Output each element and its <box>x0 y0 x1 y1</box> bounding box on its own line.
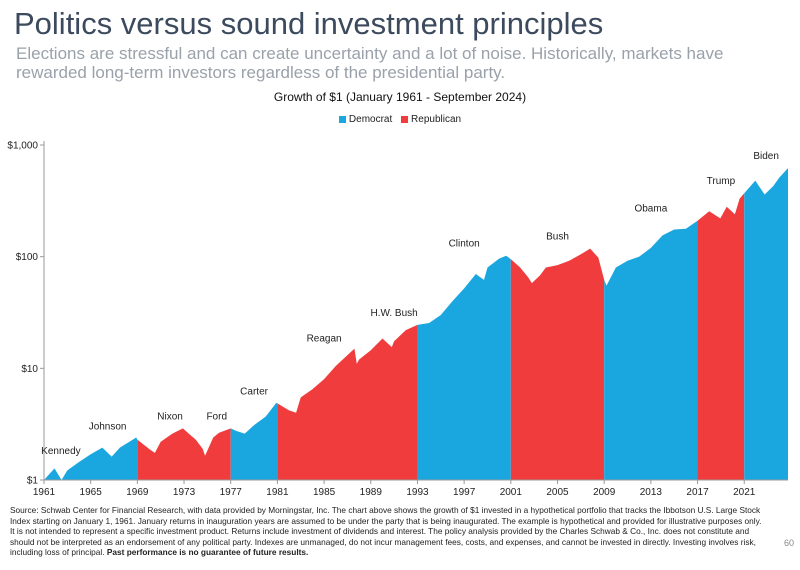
president-label: Biden <box>753 151 779 162</box>
president-label: Kennedy <box>41 446 80 457</box>
x-tick-label: 1969 <box>126 487 149 498</box>
footnote-disclaimer: Past performance is no guarantee of futu… <box>106 547 309 558</box>
x-tick-label: 1993 <box>406 487 429 498</box>
x-tick-label: 1989 <box>360 487 383 498</box>
x-tick-label: 2001 <box>500 487 523 498</box>
x-tick-label: 2013 <box>640 487 663 498</box>
y-tick-label: $1,000 <box>7 141 38 152</box>
y-tick-label: $1 <box>27 476 39 487</box>
growth-chart: $1 $10 $100 $1,000 1961 1965 1969 1973 1977 1981 1… <box>7 141 788 498</box>
x-tick-label: 1973 <box>173 487 196 498</box>
x-tick-label: 1977 <box>220 487 243 498</box>
legend-label-republican: Republican <box>411 114 462 125</box>
x-tick-label: 2017 <box>686 487 709 498</box>
source-footnote: Source: Schwab Center for Financial Rese… <box>10 505 762 558</box>
area-democrat-2 <box>230 402 278 480</box>
slide-title: Politics versus sound investment princip… <box>14 6 604 41</box>
president-label: Bush <box>546 232 569 243</box>
footnote-text: Source: Schwab Center for Financial Rese… <box>10 505 762 558</box>
legend-item-democrat: Democrat <box>338 114 393 125</box>
president-label: Carter <box>240 386 268 397</box>
president-label: Trump <box>707 176 736 187</box>
x-tick-label: 1997 <box>453 487 476 498</box>
x-tick-label: 2005 <box>546 487 569 498</box>
slide-subtitle: Elections are stressful and can create u… <box>16 44 724 82</box>
legend-swatch-republican <box>401 116 409 123</box>
legend-swatch-democrat <box>338 116 346 123</box>
president-label: Reagan <box>307 333 342 344</box>
president-label: Obama <box>634 204 667 215</box>
legend-item-republican: Republican <box>401 114 461 125</box>
area-democrat-4 <box>417 255 511 480</box>
legend-label-democrat: Democrat <box>348 114 393 125</box>
area-republican-5 <box>510 248 605 480</box>
area-republican-3 <box>277 324 418 480</box>
area-democrat-6 <box>604 220 698 480</box>
y-tick-label: $100 <box>16 252 39 263</box>
chart-legend: Democrat Republican <box>0 114 800 126</box>
y-tick-label: $10 <box>21 364 38 375</box>
x-tick-label: 1981 <box>266 487 289 498</box>
x-tick-label: 1961 <box>33 487 56 498</box>
x-tick-label: 1965 <box>80 487 103 498</box>
chart-title: Growth of $1 (January 1961 - September 2… <box>273 90 527 104</box>
president-label: Clinton <box>449 239 480 250</box>
x-tick-label: 1985 <box>313 487 336 498</box>
area-republican-1 <box>137 428 231 480</box>
area-democrat-0 <box>44 437 138 480</box>
president-label: Nixon <box>157 412 183 423</box>
x-tick-label: 2009 <box>593 487 616 498</box>
x-tick-label: 2021 <box>733 487 756 498</box>
area-democrat-8 <box>744 168 788 480</box>
president-label: H.W. Bush <box>370 308 417 319</box>
area-republican-7 <box>697 193 745 480</box>
page-number: 60 <box>783 538 794 548</box>
president-label: Johnson <box>89 422 127 433</box>
president-label: Ford <box>206 411 227 422</box>
